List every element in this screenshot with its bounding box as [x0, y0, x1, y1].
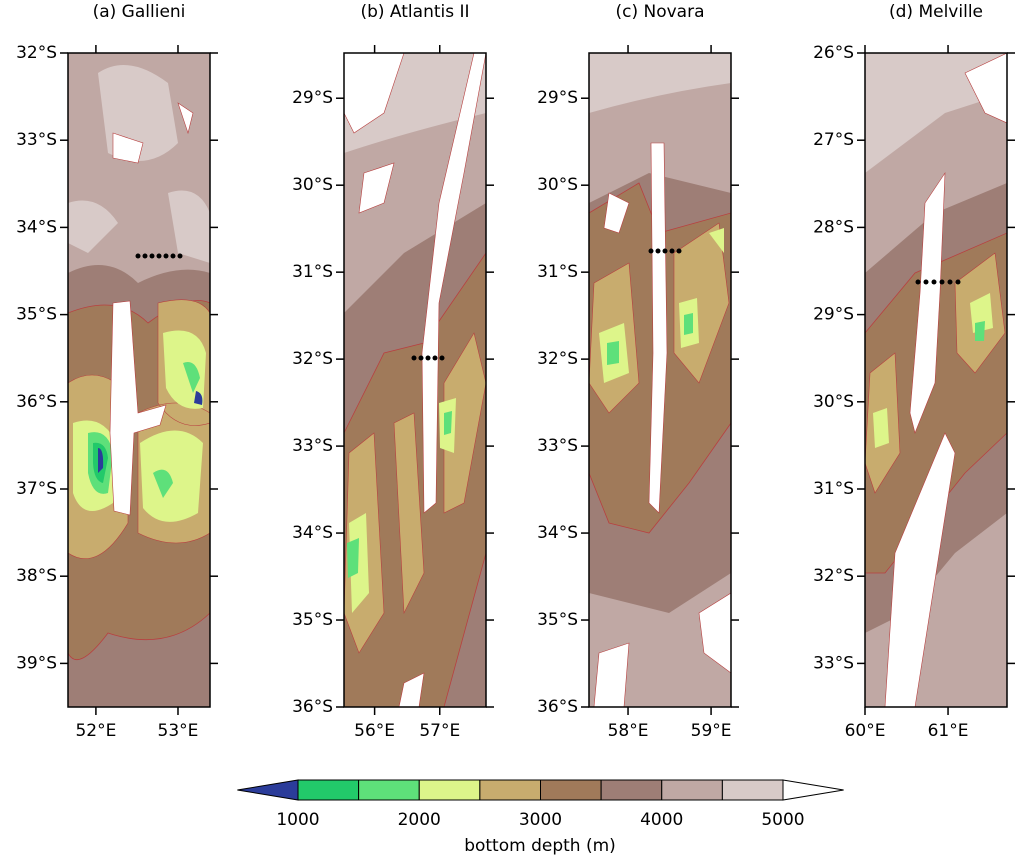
colorbar-swatch — [237, 779, 299, 801]
y-tick-label: 35°S — [292, 610, 333, 630]
panel-title: (b) Atlantis II — [360, 2, 469, 22]
panel-frame — [864, 52, 1008, 708]
panel-title: (a) Gallieni — [93, 2, 186, 22]
y-tick-label: 32°S — [813, 566, 854, 586]
colorbar-swatch — [661, 779, 723, 801]
bathymetry — [344, 53, 486, 707]
y-tick-label: 30°S — [537, 175, 578, 195]
y-tick-label: 29°S — [292, 88, 333, 108]
y-tick-label: 34°S — [16, 217, 57, 237]
bathymetry — [68, 53, 210, 707]
y-tick-label: 39°S — [16, 653, 57, 673]
panel-frame — [588, 52, 732, 708]
colorbar-tick-label: 2000 — [398, 810, 441, 830]
colorbar-swatch — [297, 779, 360, 801]
panel-title: (d) Melville — [889, 2, 983, 22]
colorbar-swatch — [600, 779, 663, 801]
y-tick-label: 32°S — [537, 349, 578, 369]
y-tick-label: 31°S — [813, 479, 854, 499]
bathymetry — [589, 53, 731, 707]
y-tick-label: 26°S — [813, 43, 854, 63]
colorbar-swatch — [418, 779, 481, 801]
y-tick-label: 36°S — [16, 392, 57, 412]
y-tick-label: 32°S — [292, 349, 333, 369]
y-tick-label: 32°S — [16, 43, 57, 63]
y-tick-label: 33°S — [813, 653, 854, 673]
bathymetry — [865, 53, 1007, 707]
y-tick-label: 30°S — [292, 175, 333, 195]
x-tick-label: 53°E — [158, 721, 199, 741]
x-tick-label: 61°E — [928, 721, 969, 741]
y-tick-label: 28°S — [813, 217, 854, 237]
y-tick-label: 35°S — [537, 610, 578, 630]
colorbar-tick-label: 1000 — [276, 810, 319, 830]
x-tick-label: 56°E — [354, 721, 395, 741]
y-tick-label: 29°S — [813, 305, 854, 325]
colorbar-swatch — [782, 779, 844, 801]
y-tick-label: 31°S — [537, 262, 578, 282]
panel-frame — [343, 52, 487, 708]
y-tick-label: 33°S — [537, 436, 578, 456]
y-tick-label: 33°S — [16, 130, 57, 150]
y-tick-label: 31°S — [292, 262, 333, 282]
y-tick-label: 27°S — [813, 130, 854, 150]
y-tick-label: 34°S — [292, 523, 333, 543]
colorbar-swatch — [721, 779, 784, 801]
y-tick-label: 36°S — [292, 697, 333, 717]
y-tick-label: 30°S — [813, 392, 854, 412]
y-tick-label: 38°S — [16, 566, 57, 586]
colorbar-swatch — [540, 779, 602, 801]
colorbar-tick-label: 5000 — [761, 810, 804, 830]
y-tick-label: 34°S — [537, 523, 578, 543]
y-tick-label: 35°S — [16, 305, 57, 325]
y-tick-label: 36°S — [537, 697, 578, 717]
panel-title: (c) Novara — [615, 2, 704, 22]
colorbar-title: bottom depth (m) — [464, 836, 616, 856]
colorbar-swatch — [479, 779, 541, 801]
colorbar-tick-label: 4000 — [640, 810, 683, 830]
y-tick-label: 33°S — [292, 436, 333, 456]
panel-frame — [67, 52, 211, 708]
y-tick-label: 29°S — [537, 88, 578, 108]
colorbar-swatch — [358, 779, 420, 801]
x-tick-label: 59°E — [691, 721, 732, 741]
x-tick-label: 52°E — [75, 721, 116, 741]
x-tick-label: 58°E — [608, 721, 649, 741]
y-tick-label: 37°S — [16, 479, 57, 499]
colorbar-tick-label: 3000 — [519, 810, 562, 830]
x-tick-label: 60°E — [845, 721, 886, 741]
x-tick-label: 57°E — [419, 721, 460, 741]
